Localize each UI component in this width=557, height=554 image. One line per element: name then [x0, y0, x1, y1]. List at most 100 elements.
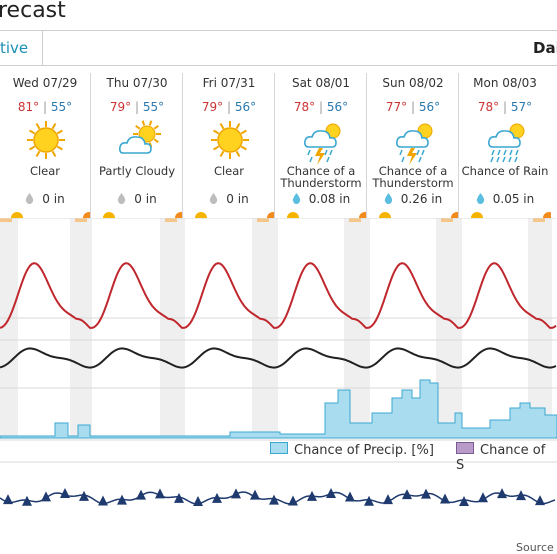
- rain-drop-icon: [384, 192, 401, 206]
- sun-marker: [441, 218, 453, 222]
- day-temps: 79° | 56°: [201, 100, 257, 114]
- wind-barb-icon: [231, 488, 241, 499]
- day-precip: 0.08 in: [275, 192, 367, 206]
- view-tabbar: tive Dai: [0, 30, 557, 66]
- sunrise-sunset-markers: [379, 212, 459, 218]
- sunrise-sunset-markers: [11, 212, 91, 218]
- sunrise-sunset-markers: [287, 212, 367, 218]
- dry-drop-icon: [117, 192, 134, 206]
- wind-barb-icon: [516, 490, 526, 501]
- wind-barb-icon: [212, 492, 222, 503]
- sun-marker: [349, 218, 361, 222]
- day-date: Thu 07/30: [106, 76, 168, 90]
- high-temp: 79°: [201, 100, 224, 114]
- day-column[interactable]: Mon 08/03 78° | 57° Chance of Rain 0.05 …: [458, 73, 551, 219]
- thunderstorm-icon: [393, 119, 435, 165]
- day-temps: 81° | 55°: [17, 100, 73, 114]
- wind-barb-icon: [22, 495, 32, 506]
- night-band: [0, 218, 18, 438]
- wind-barb-icon: [497, 488, 507, 499]
- day-date: Sat 08/01: [291, 76, 351, 90]
- high-temp: 78°: [477, 100, 500, 114]
- sun-marker: [0, 218, 12, 222]
- day-column[interactable]: Sun 08/02 77° | 56° Chance of a Thunderst…: [366, 73, 459, 219]
- source-note: Source: [516, 541, 554, 554]
- tab-interactive[interactable]: tive: [0, 31, 43, 65]
- wind-barb-icon: [250, 489, 260, 500]
- page-title: recast: [0, 0, 66, 23]
- day-temps: 77° | 56°: [385, 100, 441, 114]
- legend-precip-swatch: [270, 442, 288, 454]
- wind-barb-icon: [155, 488, 165, 499]
- day-condition: Chance of a Thunderstorm: [372, 164, 454, 190]
- wind-barb-icon: [402, 489, 412, 500]
- sun-icon: [25, 119, 67, 161]
- day-precip: 0 in: [0, 192, 91, 206]
- wind-barb-icon: [136, 489, 146, 500]
- day-column[interactable]: Thu 07/30 79° | 55° Partly Cloudy 0 in: [90, 73, 183, 219]
- low-temp: 56°: [418, 100, 441, 114]
- legend-other-swatch: [456, 442, 474, 454]
- wind-barb-icon: [307, 490, 317, 501]
- rain-icon: [485, 119, 527, 163]
- sun-marker: [533, 218, 545, 222]
- night-band: [528, 218, 552, 438]
- low-temp: 57°: [510, 100, 533, 114]
- low-temp: 56°: [326, 100, 349, 114]
- precip-area: [0, 379, 557, 439]
- day-date: Sun 08/02: [382, 76, 444, 90]
- wind-barb-icon: [478, 492, 488, 503]
- day-date: Fri 07/31: [202, 76, 256, 90]
- high-temp: 78°: [293, 100, 316, 114]
- wind-barb-icon: [421, 488, 431, 499]
- rain-drop-icon: [476, 192, 493, 206]
- day-temps: 79° | 55°: [109, 100, 165, 114]
- high-temp: 77°: [385, 100, 408, 114]
- partly-cloudy-icon: [117, 119, 161, 161]
- legend-precip-label: Chance of Precip. [%]: [294, 443, 434, 458]
- legend-other: Chance of S: [456, 442, 557, 473]
- sunrise-sunset-markers: [471, 212, 551, 218]
- sunrise-sunset-markers: [103, 212, 183, 218]
- day-column[interactable]: Fri 07/31 79° | 56° Clear 0 in: [182, 73, 275, 219]
- wind-barb-icon: [345, 491, 355, 502]
- dry-drop-icon: [25, 192, 42, 206]
- wind-barb-icon: [117, 494, 127, 505]
- sun-marker: [165, 218, 177, 222]
- day-condition: Chance of a Thunderstorm: [280, 164, 362, 190]
- wind-barb-icon: [440, 493, 450, 504]
- wind-barb-icon: [193, 495, 203, 506]
- thunderstorm-icon: [301, 119, 343, 165]
- day-column[interactable]: Sat 08/01 78° | 56° Chance of a Thunderst…: [274, 73, 367, 219]
- legend-other-label: Chance of S: [456, 443, 546, 473]
- wind-barb-icon: [326, 488, 336, 499]
- day-column[interactable]: Wed 07/29 81° | 55° Clear 0 in: [0, 73, 91, 219]
- sun-marker: [75, 218, 87, 222]
- day-temps: 78° | 56°: [293, 100, 349, 114]
- day-condition: Chance of Rain: [461, 164, 549, 178]
- wind-barb-icon: [459, 495, 469, 506]
- wind-barb-icon: [60, 488, 70, 499]
- wind-barb-icon: [535, 495, 545, 506]
- high-temp: 79°: [109, 100, 132, 114]
- wind-barb-icon: [288, 495, 298, 506]
- tab-daily[interactable]: Dai: [533, 39, 557, 57]
- day-precip: 0 in: [183, 192, 275, 206]
- low-temp: 56°: [234, 100, 257, 114]
- wind-barb-icon: [3, 494, 13, 505]
- low-temp: 55°: [50, 100, 73, 114]
- sun-icon: [209, 119, 251, 161]
- rain-drop-icon: [292, 192, 309, 206]
- wind-barb-icon: [364, 495, 374, 506]
- temperature-line: [0, 262, 557, 329]
- day-date: Mon 08/03: [473, 76, 537, 90]
- day-condition: Clear: [213, 164, 245, 178]
- day-condition: Partly Cloudy: [98, 164, 175, 178]
- sun-marker: [257, 218, 269, 222]
- dry-drop-icon: [209, 192, 226, 206]
- low-temp: 55°: [142, 100, 165, 114]
- day-precip: 0.26 in: [367, 192, 459, 206]
- day-condition: Clear: [29, 164, 61, 178]
- daily-forecast-row: Wed 07/29 81° | 55° Clear 0 in Thu 07/30…: [0, 73, 557, 219]
- hourly-chart: [0, 218, 557, 506]
